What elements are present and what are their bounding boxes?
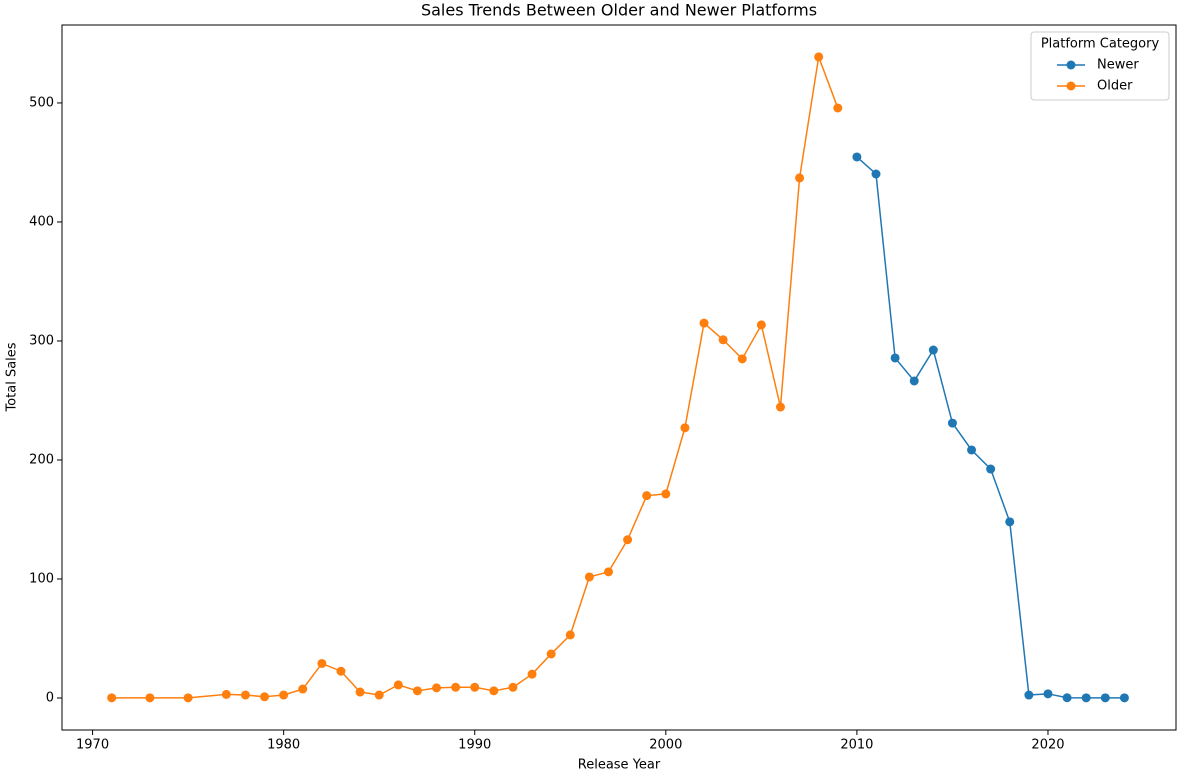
legend-marker xyxy=(1066,81,1076,91)
legend: Platform Category Newer Older xyxy=(1030,31,1170,101)
data-point xyxy=(1119,693,1129,703)
x-tick-label: 2020 xyxy=(1031,738,1064,753)
y-tick-label: 300 xyxy=(29,333,54,348)
chart-title: Sales Trends Between Older and Newer Pla… xyxy=(421,1,817,20)
series-line xyxy=(856,156,1125,699)
data-point xyxy=(1081,693,1091,703)
data-point xyxy=(909,376,919,386)
data-point xyxy=(393,680,403,690)
data-point xyxy=(240,690,250,700)
legend-label: Older xyxy=(1097,79,1133,94)
data-point xyxy=(623,535,633,545)
y-tick-label: 100 xyxy=(29,571,54,586)
series-line xyxy=(111,53,839,699)
x-tick-label: 1990 xyxy=(458,738,491,753)
data-point xyxy=(1005,517,1015,527)
y-tick-label: 400 xyxy=(29,214,54,229)
data-point xyxy=(737,354,747,364)
data-point xyxy=(699,318,709,328)
data-point xyxy=(298,684,308,694)
legend-title: Platform Category xyxy=(1041,37,1160,52)
x-tick-label: 1970 xyxy=(76,738,109,753)
data-point xyxy=(470,682,480,692)
x-axis-label: Release Year xyxy=(578,758,661,773)
y-tick-label: 200 xyxy=(29,452,54,467)
data-point xyxy=(432,683,442,693)
x-tick-label: 2000 xyxy=(649,738,682,753)
data-point xyxy=(355,687,365,697)
data-point xyxy=(890,353,900,363)
data-point xyxy=(775,402,785,412)
data-point xyxy=(871,169,881,179)
data-point xyxy=(852,152,862,162)
data-point xyxy=(986,464,996,474)
data-point xyxy=(145,693,155,703)
data-point xyxy=(336,666,346,676)
data-point xyxy=(967,445,977,455)
data-point xyxy=(642,491,652,501)
data-point xyxy=(756,320,766,330)
data-point xyxy=(451,682,461,692)
data-point xyxy=(833,103,843,113)
y-axis-label: Total Sales xyxy=(5,342,20,412)
data-point xyxy=(508,682,518,692)
data-point xyxy=(584,572,594,582)
plot-frame xyxy=(61,24,1177,731)
data-point xyxy=(928,345,938,355)
data-point xyxy=(527,669,537,679)
data-point xyxy=(565,630,575,640)
data-point xyxy=(661,489,671,499)
y-tick-label: 0 xyxy=(46,690,54,705)
x-tick-label: 2010 xyxy=(840,738,873,753)
data-point xyxy=(546,649,556,659)
data-point xyxy=(183,693,193,703)
data-point xyxy=(1043,689,1053,699)
data-point xyxy=(374,690,384,700)
y-tick-label: 500 xyxy=(29,95,54,110)
x-tick-label: 1980 xyxy=(267,738,300,753)
data-point xyxy=(718,335,728,345)
data-point xyxy=(1024,690,1034,700)
legend-marker xyxy=(1066,60,1076,70)
data-point xyxy=(814,52,824,62)
data-point xyxy=(489,686,499,696)
data-point xyxy=(221,689,231,699)
data-point xyxy=(317,658,327,668)
legend-label: Newer xyxy=(1097,58,1139,73)
data-point xyxy=(107,693,117,703)
data-point xyxy=(680,423,690,433)
data-point xyxy=(260,692,270,702)
data-point xyxy=(1062,693,1072,703)
data-point xyxy=(795,173,805,183)
data-point xyxy=(947,418,957,428)
data-point xyxy=(603,567,613,577)
data-point xyxy=(412,686,422,696)
data-point xyxy=(1100,693,1110,703)
legend-box xyxy=(1030,31,1170,101)
data-point xyxy=(279,690,289,700)
